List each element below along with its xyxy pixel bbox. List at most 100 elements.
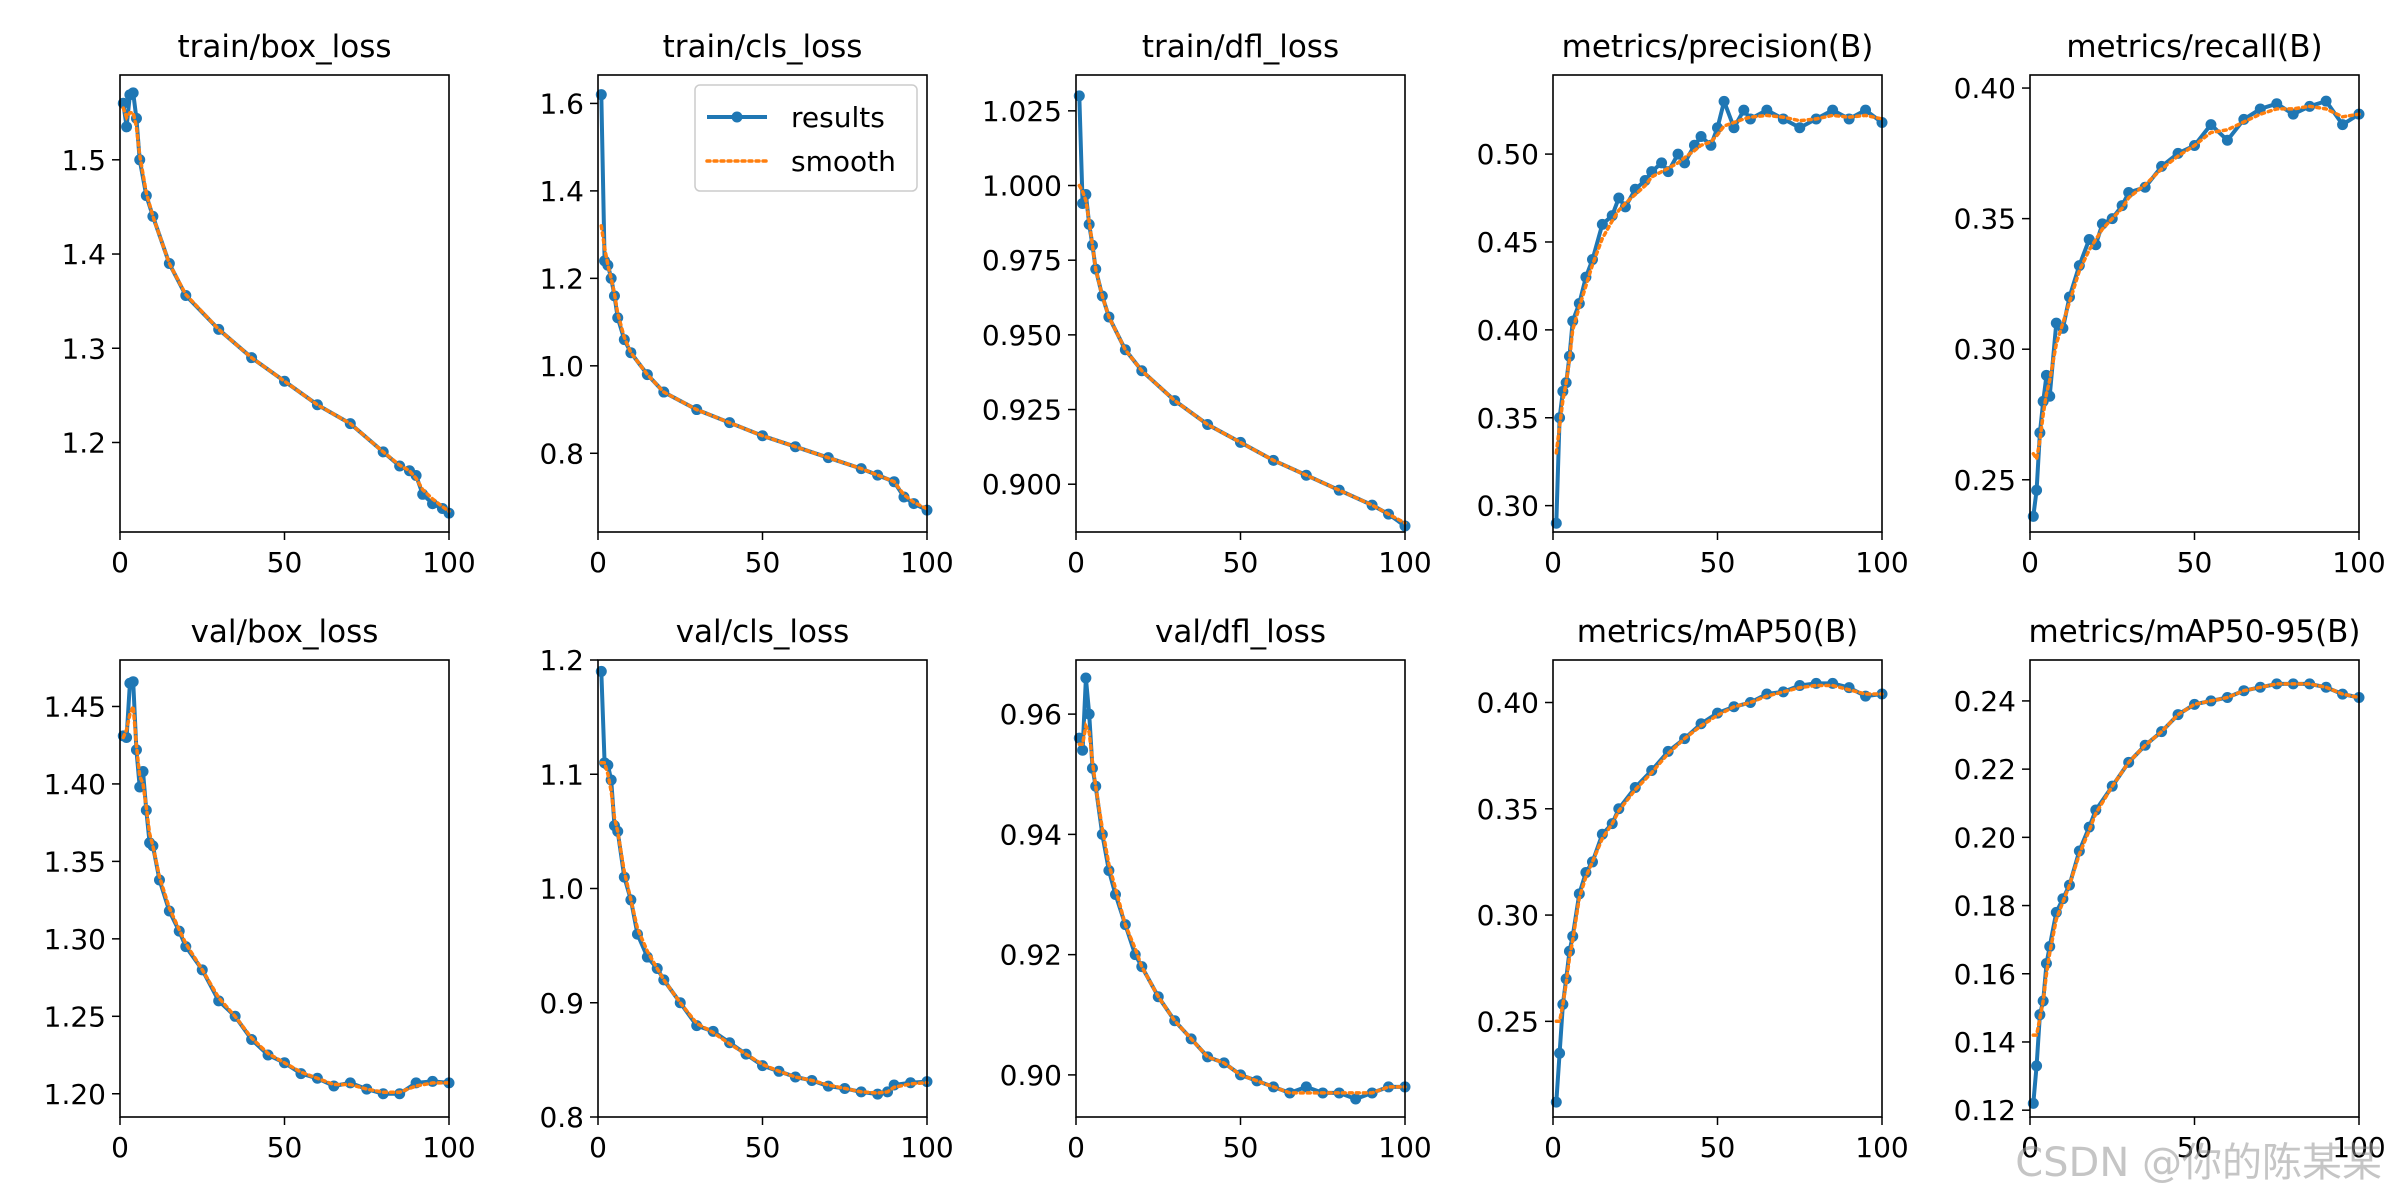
x-tick-label: 100 — [1378, 1131, 1431, 1164]
x-tick-label: 50 — [2177, 546, 2213, 579]
y-tick-label: 0.30 — [1477, 490, 1539, 523]
y-tick-label: 1.025 — [982, 95, 1062, 128]
x-tick-label: 100 — [1855, 1131, 1908, 1164]
results-point — [2337, 119, 2349, 131]
results-point — [641, 951, 653, 963]
subplot-title: train/cls_loss — [663, 29, 863, 65]
legend-results-label: results — [791, 101, 885, 134]
results-point — [1300, 1081, 1312, 1093]
subplot-title: val/box_loss — [191, 614, 379, 650]
results-point — [1718, 95, 1730, 107]
csdn-watermark: CSDN @你的陈某某 — [2015, 1140, 2382, 1186]
results-point — [898, 491, 910, 503]
results-point — [1672, 148, 1684, 160]
results-point — [213, 995, 225, 1007]
axes-frame — [1552, 659, 1883, 1118]
subplot-8: val/dfl_loss 0 50 100 0.90 0.92 0.94 0.96 — [1000, 614, 1432, 1164]
results-point — [2123, 187, 2135, 199]
y-tick-label: 0.22 — [1954, 753, 2016, 786]
axes-frame — [1075, 74, 1406, 533]
y-tick-label: 0.25 — [1954, 464, 2016, 497]
y-tick-label: 1.35 — [44, 845, 106, 878]
results-point — [127, 676, 139, 688]
y-tick-label: 1.2 — [539, 262, 584, 295]
y-tick-label: 1.0 — [539, 350, 584, 383]
y-tick-label: 0.20 — [1954, 821, 2016, 854]
y-tick-label: 0.30 — [1477, 899, 1539, 932]
y-tick-label: 0.35 — [1477, 402, 1539, 435]
results-line — [2031, 681, 2360, 1104]
x-tick-label: 0 — [1067, 546, 1085, 579]
results-point — [1827, 104, 1839, 116]
x-tick-label: 0 — [1544, 546, 1562, 579]
y-tick-label: 1.2 — [539, 644, 584, 677]
x-tick-label: 0 — [1067, 1131, 1085, 1164]
y-tick-label: 0.92 — [1000, 939, 1062, 972]
y-tick-label: 0.96 — [1000, 698, 1062, 731]
results-point — [1080, 672, 1092, 684]
subplot-6: val/box_loss 0 50 100 1.20 1.25 1.30 1.35 1.40 1.… — [44, 614, 476, 1164]
y-tick-label: 0.16 — [1954, 958, 2016, 991]
axes-frame — [597, 659, 928, 1118]
results-point — [2287, 108, 2299, 120]
x-tick-label: 100 — [1378, 546, 1431, 579]
legend: results smooth — [694, 84, 918, 192]
y-tick-label: 0.9 — [539, 987, 584, 1020]
y-tick-label: 1.2 — [61, 426, 106, 459]
y-tick-label: 0.40 — [1477, 687, 1539, 720]
results-point — [1596, 218, 1608, 230]
axes-frame — [2029, 659, 2360, 1118]
results-point — [1554, 1047, 1566, 1059]
results-point — [2139, 181, 2151, 193]
y-tick-label: 0.94 — [1000, 818, 1062, 851]
results-line — [1077, 95, 1407, 528]
y-tick-label: 0.90 — [1000, 1059, 1062, 1092]
results-point — [2221, 134, 2233, 146]
subplot-4: metrics/precision(B) 0 50 100 0.30 0.35 0.40 0.… — [1477, 29, 1909, 579]
y-tick-label: 0.24 — [1954, 685, 2016, 718]
results-point — [1083, 708, 1095, 720]
y-tick-label: 0.40 — [1477, 314, 1539, 347]
subplot-title: metrics/recall(B) — [2066, 29, 2322, 65]
results-point — [1613, 192, 1625, 204]
x-tick-label: 0 — [589, 1131, 607, 1164]
results-line — [599, 671, 928, 1097]
results-line — [1077, 676, 1405, 1101]
results-point — [127, 87, 139, 99]
axes-frame — [119, 74, 450, 533]
x-tick-label: 100 — [1855, 546, 1908, 579]
subplot-title: metrics/mAP50(B) — [1577, 614, 1858, 650]
y-tick-label: 1.3 — [61, 332, 106, 365]
y-tick-label: 1.40 — [44, 768, 106, 801]
smooth-line — [121, 106, 451, 514]
subplot-3: train/dfl_loss 0 50 100 0.900 0.925 0.950 0.975… — [982, 29, 1432, 579]
subplot-7: val/cls_loss 0 50 100 0.8 0.9 1.0 1.1 1.2 — [539, 614, 953, 1164]
x-tick-label: 100 — [900, 1131, 953, 1164]
axes-frame — [119, 659, 450, 1118]
smooth-line — [2031, 682, 2361, 1037]
subplot-title: val/cls_loss — [676, 614, 850, 650]
results-line — [1554, 99, 1884, 524]
results-point — [1695, 131, 1707, 143]
subplot-9: metrics/mAP50(B) 0 50 100 0.25 0.30 0.35 0.40 — [1477, 614, 1909, 1164]
y-tick-label: 0.50 — [1477, 138, 1539, 171]
y-tick-label: 1.30 — [44, 923, 106, 956]
y-tick-label: 0.40 — [1954, 72, 2016, 105]
x-tick-label: 50 — [267, 546, 303, 579]
x-tick-label: 0 — [2021, 546, 2039, 579]
results-point — [1738, 104, 1750, 116]
y-tick-label: 1.1 — [539, 758, 584, 791]
smooth-line — [1077, 183, 1407, 525]
y-tick-label: 0.35 — [1477, 793, 1539, 826]
y-tick-label: 0.900 — [982, 468, 1062, 501]
results-point — [2156, 160, 2168, 172]
subplot-title: train/box_loss — [177, 29, 391, 65]
results-point — [1860, 104, 1872, 116]
y-tick-label: 1.000 — [982, 170, 1062, 203]
results-point — [1656, 157, 1668, 169]
x-tick-label: 0 — [111, 546, 129, 579]
x-tick-label: 100 — [900, 546, 953, 579]
smooth-line — [121, 705, 451, 1094]
x-tick-label: 50 — [745, 546, 781, 579]
